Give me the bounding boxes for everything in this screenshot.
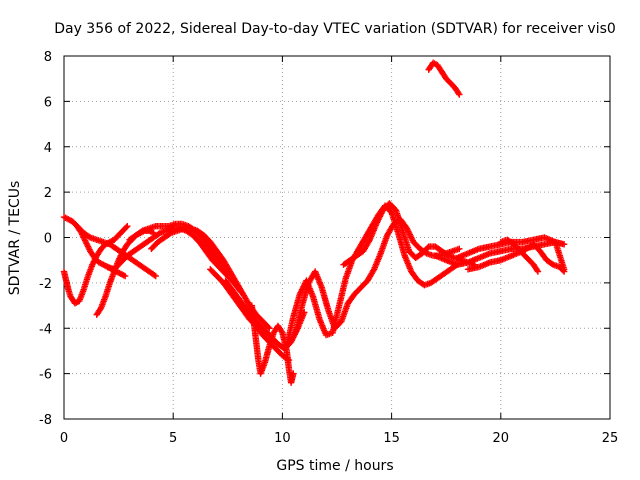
data-point bbox=[290, 370, 297, 377]
y-tick-label: 2 bbox=[44, 186, 52, 201]
series-l bbox=[292, 216, 463, 336]
series-e bbox=[104, 225, 242, 291]
y-tick-label: 0 bbox=[44, 232, 52, 247]
grid-lines bbox=[64, 56, 610, 419]
data-point bbox=[560, 241, 568, 248]
x-tick-label: 15 bbox=[383, 431, 400, 446]
data-point bbox=[560, 268, 568, 275]
data-point bbox=[534, 268, 542, 275]
series-q bbox=[464, 241, 568, 275]
data-point bbox=[456, 245, 463, 253]
x-axis-label: GPS time / hours bbox=[276, 458, 393, 474]
series-p bbox=[453, 234, 568, 273]
y-tick-label: -4 bbox=[39, 322, 52, 337]
axis-ticks: 0 5 10 15 20 25 -8 -6 -4 -2 0 2 4 6 8 bbox=[39, 50, 618, 446]
y-axis-label: SDTVAR / TECUs bbox=[7, 181, 23, 296]
x-tick-label: 25 bbox=[602, 431, 619, 446]
data-point bbox=[266, 325, 273, 332]
data-point bbox=[265, 323, 272, 331]
data-point bbox=[533, 266, 541, 274]
y-tick-label: -6 bbox=[39, 368, 52, 383]
series-g bbox=[148, 225, 273, 332]
data-point bbox=[559, 267, 567, 274]
x-tick-label: 20 bbox=[493, 431, 510, 446]
chart-title: Day 356 of 2022, Sidereal Day-to-day VTE… bbox=[54, 21, 616, 37]
series-n bbox=[425, 59, 463, 98]
data-point bbox=[124, 222, 131, 230]
data-point bbox=[456, 91, 463, 98]
y-tick-label: -8 bbox=[39, 413, 52, 428]
x-tick-label: 0 bbox=[60, 431, 68, 446]
data-point bbox=[455, 90, 462, 97]
data-point bbox=[278, 328, 285, 335]
data-point bbox=[152, 272, 159, 280]
x-tick-label: 5 bbox=[169, 431, 177, 446]
y-tick-label: -2 bbox=[39, 277, 52, 292]
y-tick-label: 6 bbox=[44, 95, 52, 110]
series-r bbox=[497, 236, 542, 275]
data-point bbox=[121, 272, 129, 280]
data-points bbox=[60, 59, 568, 386]
data-point bbox=[151, 271, 158, 279]
data-point bbox=[123, 224, 130, 231]
x-tick-label: 10 bbox=[274, 431, 291, 446]
y-tick-label: 8 bbox=[44, 50, 52, 65]
y-tick-label: 4 bbox=[44, 141, 52, 156]
series-j bbox=[248, 302, 297, 386]
